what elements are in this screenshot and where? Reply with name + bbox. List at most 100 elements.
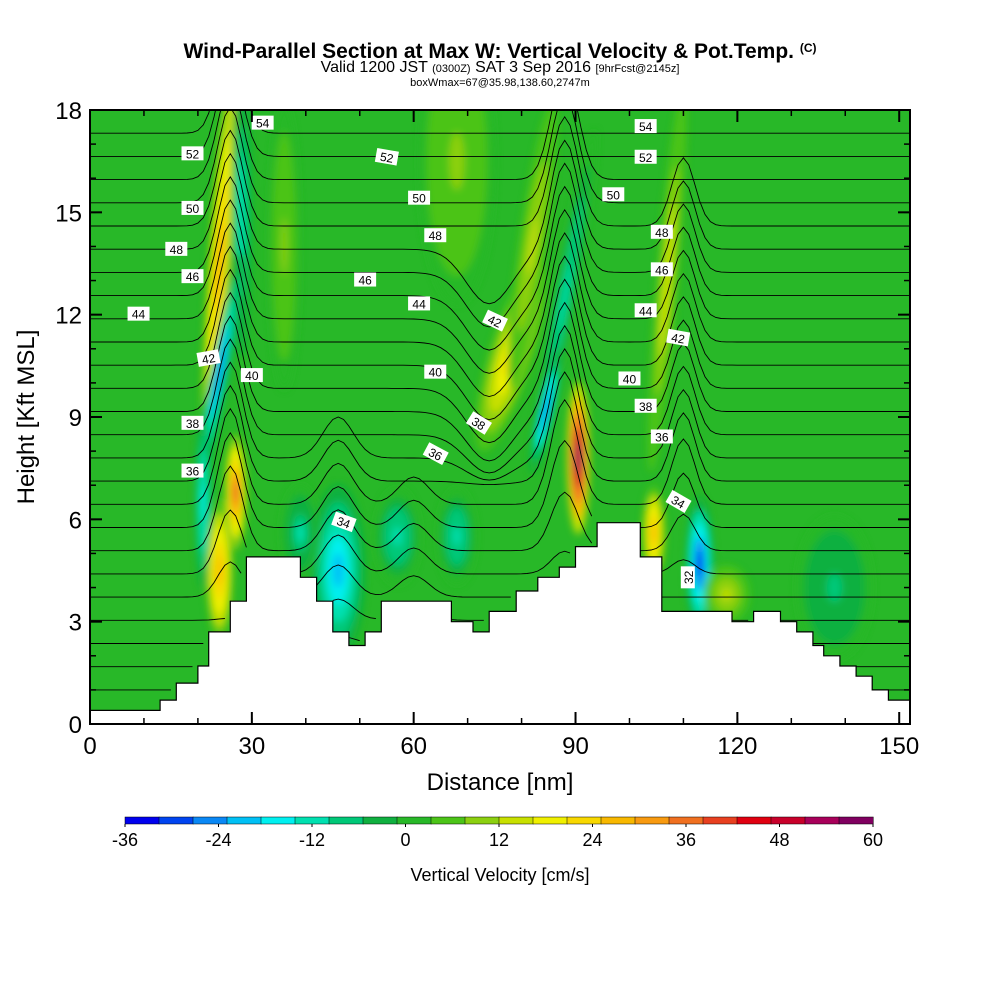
- chart-title-text: Wind-Parallel Section at Max W: Vertical…: [183, 40, 794, 63]
- y-tick-label: 12: [55, 303, 82, 330]
- contour-label-box: [650, 224, 673, 239]
- x-tick-label: 90: [562, 733, 589, 760]
- contour-label-text: 42: [201, 351, 217, 367]
- contour-label: 36: [650, 429, 673, 444]
- contour-label: 52: [634, 149, 657, 165]
- contour-label: 32: [680, 566, 696, 589]
- contour-label-box: [408, 190, 431, 205]
- theta-contour: [90, 115, 910, 227]
- subtitle-date: SAT 3 Sep 2016: [475, 59, 591, 76]
- theta-contour: [90, 348, 910, 481]
- contour-label: 38: [634, 398, 657, 414]
- velocity-cell: [374, 488, 421, 585]
- contour-label-text: 44: [132, 308, 146, 322]
- contour-label-text: 42: [486, 312, 504, 330]
- x-tick-label: 120: [717, 733, 757, 760]
- contour-label-box: [634, 119, 657, 134]
- contour-label-text: 50: [186, 202, 200, 216]
- contour-label-text: 34: [669, 493, 688, 512]
- velocity-cell-band: [826, 573, 843, 602]
- velocity-cell-band: [281, 217, 288, 276]
- theta-contour: [90, 431, 910, 528]
- velocity-cell-band: [558, 264, 571, 332]
- contour-label-box: [666, 328, 691, 347]
- x-tick-label: 30: [238, 733, 265, 760]
- theta-contour: [90, 110, 910, 157]
- colorbar-swatch: [770, 816, 806, 825]
- x-axis: 0 30 60 90 120 150: [83, 110, 919, 760]
- contour-label-text: 36: [426, 445, 445, 464]
- velocity-cell-band: [449, 132, 465, 190]
- contour-label-box: [251, 115, 274, 130]
- y-axis-label: Height [Kft MSL]: [13, 330, 40, 505]
- contour-label: 54: [634, 119, 657, 134]
- contour-label: 48: [424, 228, 447, 243]
- contour-label-box: [424, 364, 447, 379]
- y-tick-label: 9: [69, 405, 82, 432]
- velocity-cell-band: [216, 556, 223, 585]
- contour-label: 38: [465, 411, 492, 435]
- contour-label-text: 34: [335, 514, 353, 532]
- theta-contours: [90, 110, 910, 691]
- contour-label-box: [240, 368, 263, 383]
- velocity-cell: [796, 515, 873, 660]
- x-tick-label: 0: [83, 733, 96, 760]
- x-tick-label: 60: [400, 733, 427, 760]
- contour-label-text: 40: [623, 372, 637, 386]
- velocity-cell-band: [542, 397, 549, 423]
- contour-label: 36: [181, 463, 204, 479]
- contour-label: 44: [408, 296, 431, 311]
- velocity-cell-band: [722, 588, 732, 601]
- theta-contour: [90, 637, 910, 644]
- theta-contour: [90, 110, 910, 181]
- contour-label: 52: [181, 146, 204, 161]
- contour-label: 46: [354, 272, 377, 288]
- contour-label: 42: [482, 309, 508, 332]
- velocity-cell: [419, 110, 495, 305]
- contour-label-text: 54: [639, 120, 653, 134]
- velocity-cell-band: [332, 553, 344, 588]
- colorbar-tick-label: -12: [299, 830, 325, 850]
- chart-subtitle: Valid 1200 JST (0300Z) SAT 3 Sep 2016 [9…: [0, 59, 1000, 78]
- colorbar-swatch: [294, 816, 330, 825]
- contour-label-text: 52: [379, 150, 395, 166]
- contour-label-box: [665, 489, 692, 513]
- colorbar-swatch: [566, 816, 602, 825]
- theta-contour: [90, 110, 910, 204]
- colorbar-swatch: [362, 816, 398, 825]
- contour-label-box: [680, 566, 695, 589]
- velocity-cell-band: [392, 526, 403, 546]
- colorbar-swatch: [838, 816, 874, 825]
- colorbar-swatch: [600, 816, 636, 825]
- contour-label-box: [196, 349, 221, 367]
- colorbar-tick-label: 36: [676, 830, 696, 850]
- contour-label-text: 44: [639, 304, 653, 318]
- contour-label-text: 44: [412, 297, 426, 311]
- theta-contour: [90, 255, 910, 421]
- colorbar-tick-label: 0: [400, 830, 410, 850]
- velocity-cell-band: [201, 485, 205, 520]
- contour-label-box: [181, 146, 204, 161]
- contour-label-box: [618, 371, 641, 386]
- contour-label-box: [634, 398, 657, 413]
- colorbar-swatch: [634, 816, 670, 825]
- contour-label-text: 46: [186, 270, 200, 284]
- contour-label: 50: [408, 190, 431, 206]
- theta-contour: [90, 301, 910, 462]
- contour-label-text: 50: [607, 188, 621, 202]
- contour-label-box: [634, 149, 657, 164]
- colorbar-swatch: [124, 816, 160, 825]
- theta-contour: [90, 465, 910, 552]
- contour-label: 42: [666, 328, 691, 347]
- contour-label-box: [424, 228, 447, 243]
- contour-label-text: 38: [639, 400, 653, 414]
- contour-label: 50: [602, 187, 625, 202]
- terrain: [90, 522, 910, 724]
- contour-label-box: [650, 262, 673, 277]
- chart-subtitle-2: boxWmax=67@35.98,138.60,2747m: [410, 77, 590, 89]
- contour-label-text: 32: [682, 570, 696, 584]
- theta-contour: [90, 371, 910, 486]
- contour-label-box: [634, 303, 657, 318]
- colorbar-swatch: [668, 816, 704, 825]
